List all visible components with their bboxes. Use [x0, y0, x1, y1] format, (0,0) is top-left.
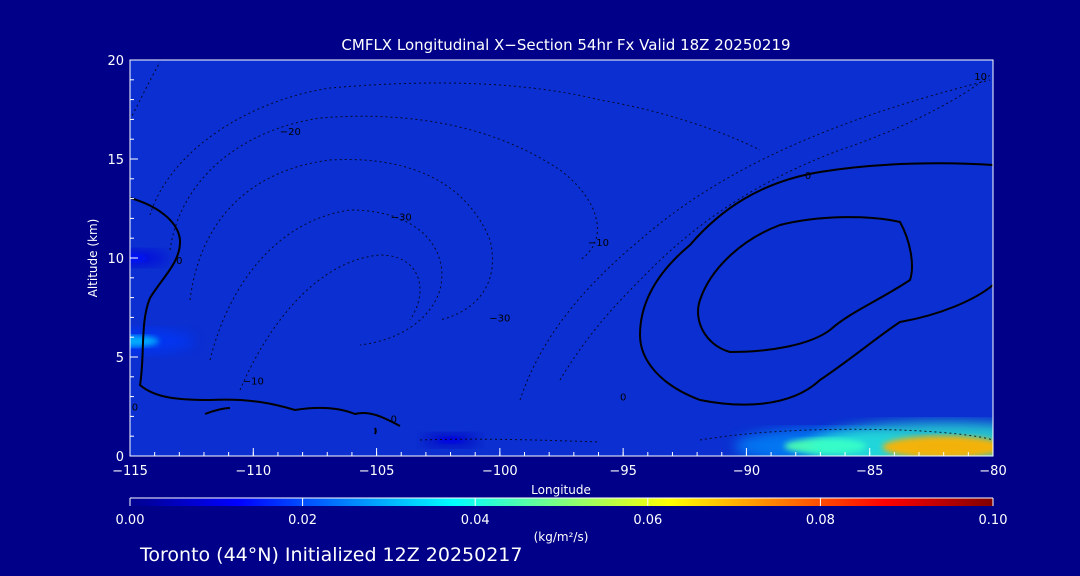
- colorbar-tick-label: 0.10: [979, 513, 1008, 528]
- contour-labels: −20 −30 −30 −10 −10 10 0 0 0 0 0: [132, 72, 987, 426]
- colorbar-tick-label: 0.04: [461, 513, 490, 528]
- contour-zero-left: [130, 197, 401, 427]
- colorbar-units: (kg/m²/s): [534, 530, 589, 544]
- x-tick-label: −85: [856, 464, 883, 479]
- contour-label: −30: [489, 313, 510, 324]
- chart-title: CMFLX Longitudinal X−Section 54hr Fx Val…: [341, 36, 790, 54]
- contour-label: 0: [620, 393, 626, 404]
- colorbar-ticks: 0.00 0.02 0.04 0.06 0.08 0.10: [116, 498, 1008, 528]
- heatmap-hotspot: [130, 328, 194, 355]
- contour-zero-right: [638, 162, 993, 406]
- contour-zero-base: [374, 427, 377, 435]
- heatmap-layer: [130, 249, 993, 456]
- colorbar-tick-label: 0.02: [288, 513, 317, 528]
- heatmap-hotspot-core: [130, 254, 147, 262]
- contour-label: 0: [391, 414, 397, 425]
- x-tick-label: −100: [482, 464, 518, 479]
- y-axis-label: Altitude (km): [86, 219, 100, 298]
- colorbar-tick-label: 0.00: [116, 513, 145, 528]
- contour-label: 0: [132, 402, 138, 413]
- y-tick-label: 15: [107, 153, 124, 168]
- contour-neg-1: [149, 82, 761, 216]
- contour-label: 0: [176, 256, 182, 267]
- heatmap-hotspot: [130, 249, 167, 267]
- contour-label: −20: [280, 127, 301, 138]
- contour-neg-7: [519, 79, 991, 401]
- contour-label: 10: [974, 72, 987, 83]
- heatmap-hotspot-core: [130, 335, 159, 348]
- x-axis: −115 −110 −105 −100 −95 −90 −85 −80: [112, 448, 1007, 479]
- x-tick-label: −80: [979, 464, 1006, 479]
- x-tick-label: −115: [112, 464, 148, 479]
- contour-label: −10: [588, 238, 609, 249]
- x-tick-label: −110: [235, 464, 271, 479]
- contour-neg-10: [419, 438, 601, 443]
- contour-lines: [130, 61, 993, 443]
- contour-neg-3: [189, 159, 494, 321]
- x-tick-label: −105: [359, 464, 395, 479]
- contour-label: −10: [243, 377, 264, 388]
- contour-zero-low: [204, 407, 231, 415]
- contour-label: −30: [391, 212, 412, 223]
- contour-neg-5: [239, 254, 421, 391]
- heatmap-hotspot-core: [882, 435, 993, 456]
- contour-label: 0: [805, 171, 811, 182]
- contour-positive-inner: [697, 216, 913, 354]
- plot-area: [130, 60, 993, 456]
- y-tick-label: 10: [107, 252, 124, 267]
- colorbar-tick-label: 0.06: [633, 513, 662, 528]
- colorbar: [130, 498, 993, 506]
- y-tick-label: 5: [116, 351, 124, 366]
- y-tick-label: 20: [107, 54, 124, 69]
- x-tick-label: −90: [733, 464, 760, 479]
- y-axis: 0 5 10 15 20: [107, 54, 138, 465]
- footer-initialized: Toronto (44°N) Initialized 12Z 20250217: [139, 544, 523, 566]
- contour-neg-4: [209, 209, 443, 361]
- contour-neg-9: [130, 61, 161, 121]
- heatmap-hotspot-core: [437, 437, 464, 444]
- contour-neg-8: [699, 428, 993, 441]
- x-tick-label: −95: [609, 464, 636, 479]
- x-axis-label: Longitude: [531, 483, 591, 497]
- colorbar-tick-label: 0.08: [806, 513, 835, 528]
- y-tick-label: 0: [116, 450, 124, 465]
